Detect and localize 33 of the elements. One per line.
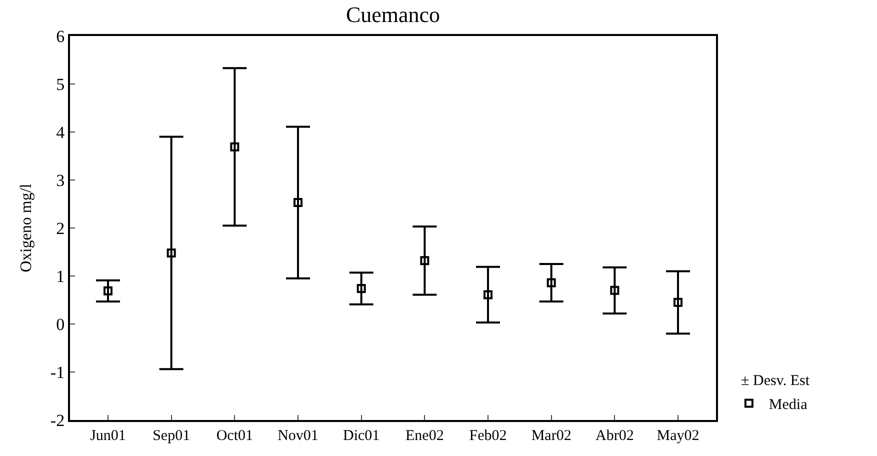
chart-title: Cuemanco [346,2,440,28]
point [484,290,492,300]
y-axis-title: Oxigeno mg/l [18,183,35,272]
point [166,248,176,258]
x-tick-label: Jun01 [90,428,126,444]
legend-label: Media [768,397,808,414]
x-tick-label: Feb02 [469,428,507,444]
y-tick-label: -1 [50,362,65,382]
y-tick-label: 5 [56,74,65,94]
y-tick-label: -2 [50,410,65,430]
text: ± Desv. Est [741,373,810,389]
y-tick-label: 4 [56,122,66,142]
y-tick-label: 2 [56,218,65,238]
y-tick-label: 1 [56,266,65,286]
x-tick-label: Abr02 [596,428,634,444]
point [420,256,430,266]
x-tick-label: Dic01 [342,428,380,444]
point [546,278,556,288]
point [294,198,302,208]
point [230,142,240,152]
x-tick-label: Sep01 [152,428,190,444]
x-tick-label: Oct01 [216,428,254,444]
point [610,286,620,295]
x-tick-label: Ene02 [406,428,444,444]
point [104,286,112,296]
x-tick-label: Mar02 [531,428,572,444]
x-tick-label: Nov01 [278,428,318,444]
x-tick-label: May02 [656,428,700,444]
point [674,298,682,307]
y-tick-label: 6 [56,26,65,46]
y-tick-label: 3 [56,170,65,190]
y-tick-label: 0 [56,314,65,334]
point [356,284,366,293]
